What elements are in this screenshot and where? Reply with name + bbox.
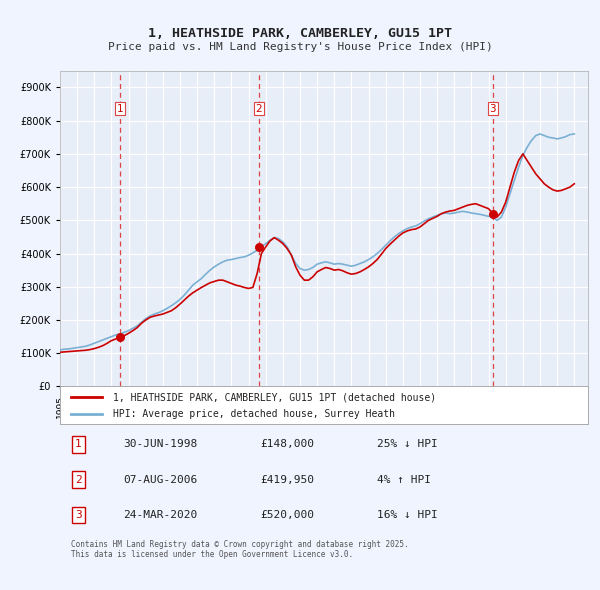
Text: £520,000: £520,000 xyxy=(260,510,314,520)
Text: 25% ↓ HPI: 25% ↓ HPI xyxy=(377,439,437,449)
Text: HPI: Average price, detached house, Surrey Heath: HPI: Average price, detached house, Surr… xyxy=(113,409,395,419)
Text: Price paid vs. HM Land Registry's House Price Index (HPI): Price paid vs. HM Land Registry's House … xyxy=(107,42,493,53)
Point xyxy=(488,209,497,218)
Text: Contains HM Land Registry data © Crown copyright and database right 2025.
This d: Contains HM Land Registry data © Crown c… xyxy=(71,540,408,559)
Text: 1: 1 xyxy=(116,104,124,114)
Text: 16% ↓ HPI: 16% ↓ HPI xyxy=(377,510,437,520)
Text: 24-MAR-2020: 24-MAR-2020 xyxy=(124,510,197,520)
Text: 1: 1 xyxy=(75,439,82,449)
Text: 2: 2 xyxy=(256,104,262,114)
Text: 2: 2 xyxy=(75,474,82,484)
Text: 4% ↑ HPI: 4% ↑ HPI xyxy=(377,474,431,484)
Text: 3: 3 xyxy=(490,104,496,114)
Text: 30-JUN-1998: 30-JUN-1998 xyxy=(124,439,197,449)
Text: 07-AUG-2006: 07-AUG-2006 xyxy=(124,474,197,484)
Text: £148,000: £148,000 xyxy=(260,439,314,449)
Text: 3: 3 xyxy=(75,510,82,520)
Point xyxy=(254,242,263,252)
Text: 1, HEATHSIDE PARK, CAMBERLEY, GU15 1PT: 1, HEATHSIDE PARK, CAMBERLEY, GU15 1PT xyxy=(148,27,452,40)
Point xyxy=(115,333,125,342)
Text: £419,950: £419,950 xyxy=(260,474,314,484)
Text: 1, HEATHSIDE PARK, CAMBERLEY, GU15 1PT (detached house): 1, HEATHSIDE PARK, CAMBERLEY, GU15 1PT (… xyxy=(113,392,436,402)
